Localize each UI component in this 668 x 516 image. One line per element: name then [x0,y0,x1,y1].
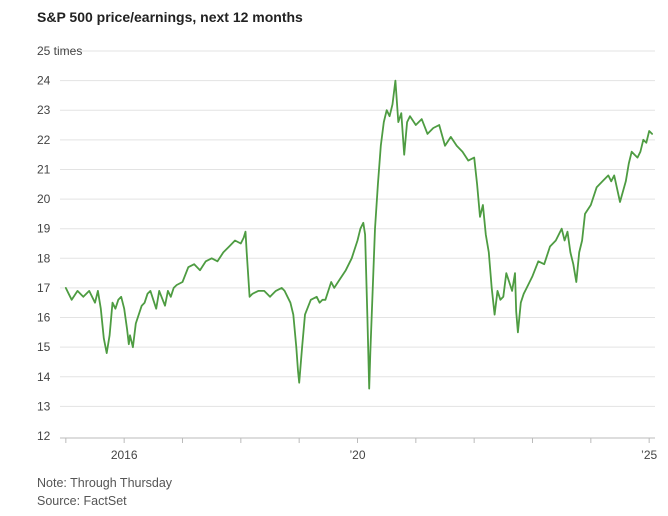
series-line [64,79,653,390]
y-axis-ticks: 12 13 14 15 16 17 18 19 20 21 22 23 24 25 times [37,44,82,443]
y-tick-label: 12 [37,429,51,443]
x-tick-label: 2016 [111,448,138,462]
series-group [64,79,653,390]
source-text: Source: FactSet [37,494,127,508]
line-chart: 12 13 14 15 16 17 18 19 20 21 22 23 24 25 times 2016 ’… [37,44,657,462]
y-tick-label: 20 [37,192,51,206]
x-tick-label: ’25 [641,448,657,462]
y-tick-label: 19 [37,222,51,236]
chart-title: S&P 500 price/earnings, next 12 months [37,9,303,25]
y-tick-label: 18 [37,251,51,265]
y-tick-label: 17 [37,281,51,295]
y-tick-label: 23 [37,103,51,117]
y-tick-label: 24 [37,74,51,88]
x-axis: 2016 ’20 ’25 [60,437,657,462]
y-tick-label: 22 [37,133,51,147]
note-text: Note: Through Thursday [37,476,173,490]
y-tick-label: 13 [37,399,51,413]
y-tick-label: 25 times [37,44,82,58]
y-tick-label: 21 [37,162,51,176]
chart-notes: Note: Through Thursday Source: FactSet [37,474,172,510]
grid-lines [60,50,655,407]
y-tick-label: 16 [37,311,51,325]
x-tick-label: ’20 [349,448,365,462]
y-tick-label: 14 [37,370,51,384]
y-tick-label: 15 [37,340,51,354]
